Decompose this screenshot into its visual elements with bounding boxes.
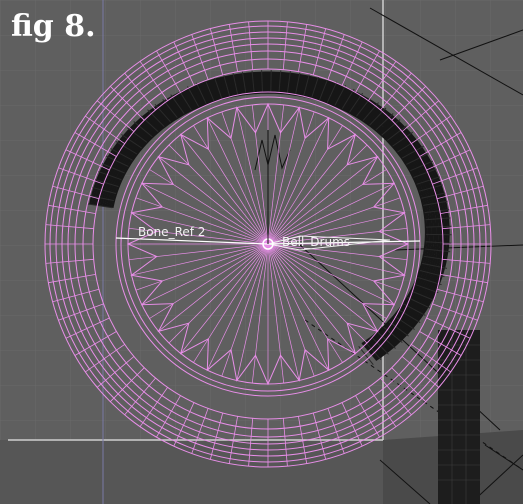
dark-background-region: [0, 440, 383, 504]
bone-shape: [267, 235, 391, 251]
armature-bones: [115, 130, 421, 251]
pink-wheel-mesh: [44, 20, 492, 468]
dark-mesh-column: [438, 330, 480, 504]
bone-right-ray: [267, 240, 421, 245]
bone-label-right: Bell_Drums: [282, 235, 350, 249]
dark-mesh-band: [87, 69, 452, 366]
bone-left-ray: [115, 237, 269, 245]
bone-label-left: Bone_Ref 2: [138, 225, 205, 239]
figure-label: fig 8.: [11, 9, 96, 44]
